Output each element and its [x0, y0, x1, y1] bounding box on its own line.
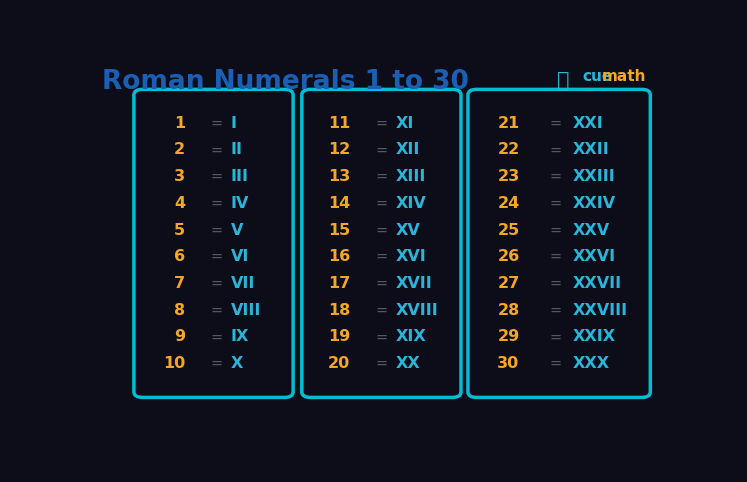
Text: 9: 9: [174, 329, 185, 345]
Text: XXII: XXII: [572, 142, 609, 158]
Text: 29: 29: [498, 329, 519, 345]
Text: =: =: [210, 116, 223, 131]
Text: =: =: [550, 303, 562, 318]
Text: XX: XX: [396, 356, 421, 371]
Text: =: =: [550, 329, 562, 345]
Text: 19: 19: [328, 329, 350, 345]
Text: =: =: [550, 196, 562, 211]
Text: 22: 22: [498, 142, 519, 158]
Text: XXVIII: XXVIII: [572, 303, 627, 318]
Text: 25: 25: [498, 223, 519, 238]
Text: math: math: [601, 69, 646, 84]
Text: Roman Numerals 1 to 30: Roman Numerals 1 to 30: [102, 69, 469, 95]
Text: 27: 27: [498, 276, 519, 291]
Text: XIX: XIX: [396, 329, 427, 345]
Text: =: =: [375, 223, 388, 238]
Text: 16: 16: [328, 249, 350, 264]
Text: 7: 7: [174, 276, 185, 291]
Text: =: =: [375, 356, 388, 371]
Text: =: =: [375, 329, 388, 345]
Text: XXVI: XXVI: [572, 249, 616, 264]
FancyBboxPatch shape: [302, 89, 461, 398]
Text: =: =: [210, 303, 223, 318]
Text: =: =: [550, 276, 562, 291]
Text: 8: 8: [174, 303, 185, 318]
Text: VI: VI: [231, 249, 249, 264]
Text: II: II: [231, 142, 243, 158]
Text: 26: 26: [498, 249, 519, 264]
Text: 15: 15: [328, 223, 350, 238]
Text: XXIX: XXIX: [572, 329, 616, 345]
Text: 23: 23: [498, 169, 519, 184]
Text: XXVII: XXVII: [572, 276, 622, 291]
Text: 21: 21: [498, 116, 519, 131]
Text: =: =: [375, 116, 388, 131]
Text: XII: XII: [396, 142, 420, 158]
Text: 24: 24: [498, 196, 519, 211]
Text: =: =: [210, 223, 223, 238]
Text: =: =: [210, 249, 223, 264]
Text: =: =: [550, 169, 562, 184]
Text: =: =: [375, 276, 388, 291]
Text: VIII: VIII: [231, 303, 261, 318]
Text: XXV: XXV: [572, 223, 610, 238]
Text: 17: 17: [328, 276, 350, 291]
Text: =: =: [210, 329, 223, 345]
Text: cue: cue: [583, 69, 613, 84]
Text: 28: 28: [498, 303, 519, 318]
Text: VII: VII: [231, 276, 255, 291]
Text: XI: XI: [396, 116, 414, 131]
Text: IV: IV: [231, 196, 249, 211]
Text: XV: XV: [396, 223, 421, 238]
Text: 1: 1: [174, 116, 185, 131]
Text: =: =: [210, 142, 223, 158]
Text: XXX: XXX: [572, 356, 610, 371]
Text: =: =: [550, 116, 562, 131]
Text: I: I: [231, 116, 237, 131]
Text: =: =: [210, 169, 223, 184]
Text: 10: 10: [163, 356, 185, 371]
Text: XVI: XVI: [396, 249, 427, 264]
Text: 6: 6: [174, 249, 185, 264]
Text: XXI: XXI: [572, 116, 603, 131]
Text: =: =: [375, 142, 388, 158]
Text: 12: 12: [328, 142, 350, 158]
Text: XIV: XIV: [396, 196, 427, 211]
Text: 18: 18: [328, 303, 350, 318]
Text: =: =: [550, 142, 562, 158]
Text: 🚀: 🚀: [557, 71, 569, 91]
FancyBboxPatch shape: [468, 89, 651, 398]
Text: 11: 11: [328, 116, 350, 131]
Text: XXIV: XXIV: [572, 196, 616, 211]
Text: 3: 3: [174, 169, 185, 184]
Text: =: =: [210, 356, 223, 371]
Text: =: =: [375, 249, 388, 264]
Text: V: V: [231, 223, 243, 238]
Text: =: =: [210, 276, 223, 291]
Text: 13: 13: [328, 169, 350, 184]
Text: =: =: [550, 249, 562, 264]
Text: XVII: XVII: [396, 276, 433, 291]
Text: =: =: [375, 169, 388, 184]
Text: =: =: [550, 223, 562, 238]
Text: XVIII: XVIII: [396, 303, 438, 318]
Text: III: III: [231, 169, 249, 184]
FancyBboxPatch shape: [134, 89, 293, 398]
Text: =: =: [375, 303, 388, 318]
Text: IX: IX: [231, 329, 249, 345]
Text: 4: 4: [174, 196, 185, 211]
Text: =: =: [550, 356, 562, 371]
Text: 30: 30: [498, 356, 519, 371]
Text: 2: 2: [174, 142, 185, 158]
Text: =: =: [210, 196, 223, 211]
Text: XXIII: XXIII: [572, 169, 615, 184]
Text: X: X: [231, 356, 243, 371]
Text: =: =: [375, 196, 388, 211]
Text: 5: 5: [174, 223, 185, 238]
Text: XIII: XIII: [396, 169, 426, 184]
Text: 14: 14: [328, 196, 350, 211]
Text: 20: 20: [328, 356, 350, 371]
